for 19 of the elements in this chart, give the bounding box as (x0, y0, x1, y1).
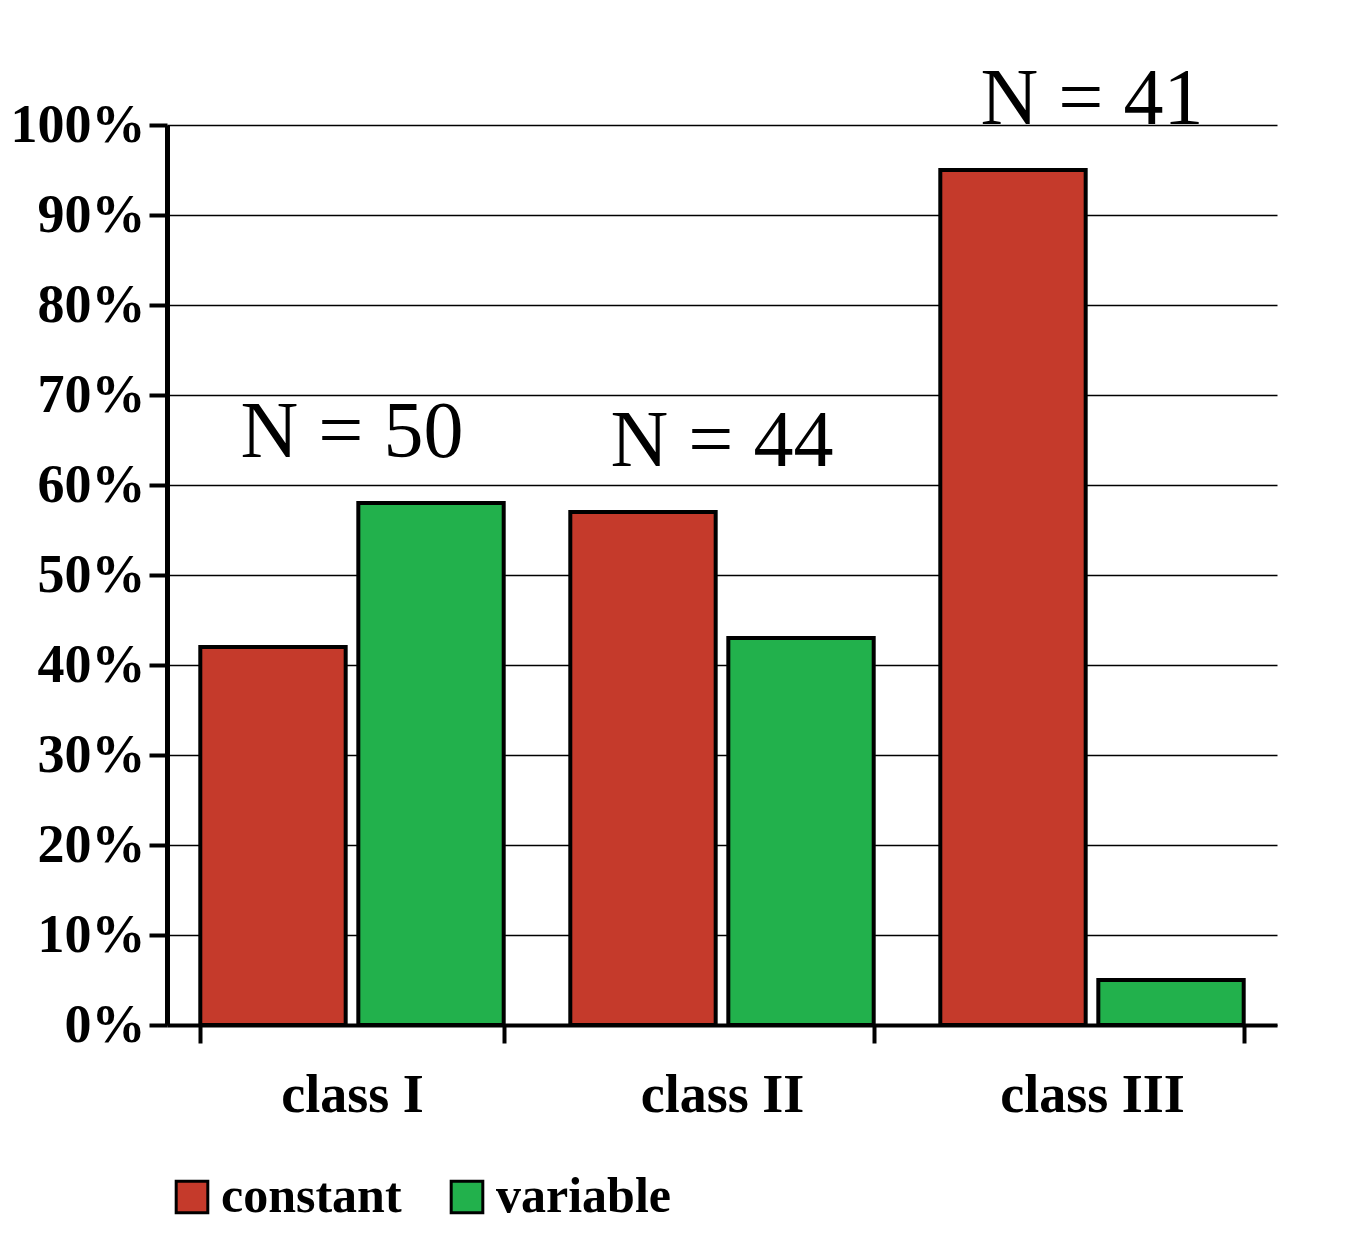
y-tick-label: 20% (37, 813, 146, 874)
y-tick-label: 70% (37, 363, 146, 424)
y-tick-label: 40% (37, 633, 146, 694)
y-tick-label: 80% (37, 273, 146, 334)
y-tick-label: 10% (37, 903, 146, 964)
y-tick-label: 60% (37, 453, 146, 514)
y-tick-label: 0% (64, 993, 146, 1054)
legend-label: constant (221, 1167, 402, 1223)
legend-label: variable (496, 1167, 671, 1223)
annotation: N = 41 (980, 53, 1204, 141)
y-tick-label: 30% (37, 723, 146, 784)
y-tick-label: 90% (37, 183, 146, 244)
x-tick-label: class I (281, 1063, 424, 1124)
annotation: N = 50 (240, 386, 464, 474)
x-tick-label: class II (640, 1063, 805, 1124)
y-tick-label: 100% (10, 93, 146, 154)
y-tick-label: 50% (37, 543, 146, 604)
annotation: N = 44 (610, 395, 834, 483)
x-tick-label: class III (1000, 1063, 1185, 1124)
